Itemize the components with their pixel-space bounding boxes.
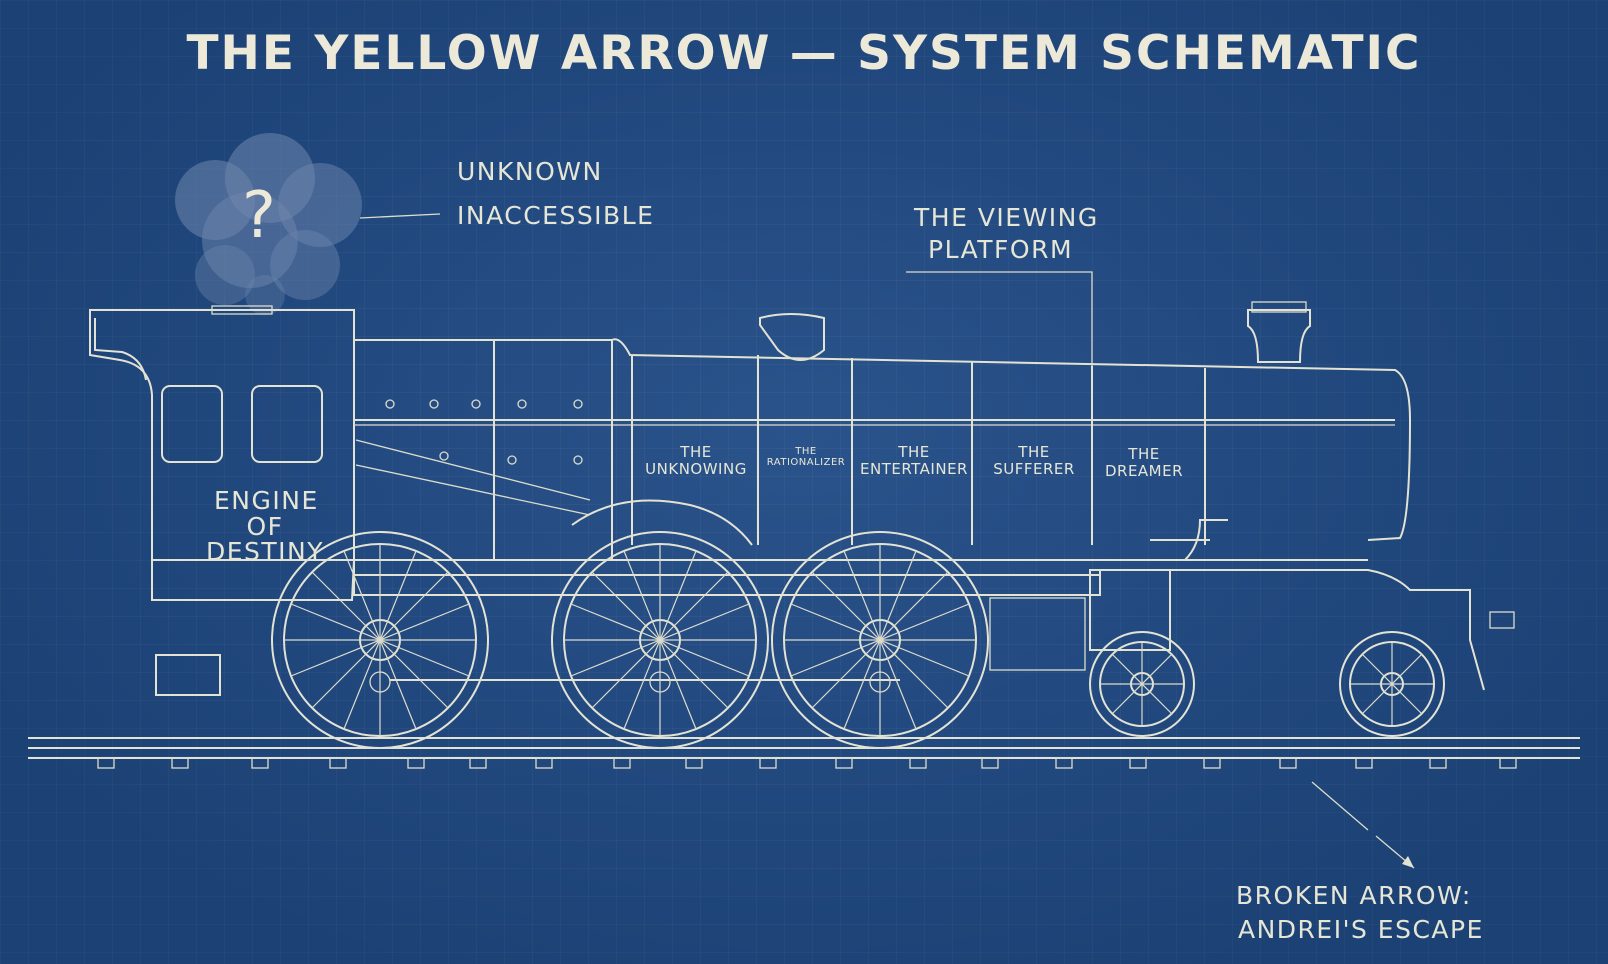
smoke-cloud	[175, 133, 362, 315]
driving-wheel-2	[551, 531, 769, 749]
car-label-unknowing: THE UNKNOWING	[636, 444, 756, 477]
platform-leader-line	[906, 271, 1093, 368]
car-label-line2: DREAMER	[1104, 461, 1184, 480]
boiler	[354, 301, 1412, 561]
smoke-leader-line	[359, 213, 441, 219]
wheel-splasher	[571, 499, 753, 546]
cylinder	[989, 597, 1086, 671]
car-label-rationalizer: THE RATIONALIZER	[760, 446, 852, 468]
car-label-line2: RATIONALIZER	[766, 457, 846, 468]
pony-wheel-1	[1089, 631, 1195, 737]
rails	[28, 737, 1580, 759]
car-label-line1: THE	[1018, 443, 1050, 461]
pony-wheel-2	[1339, 631, 1445, 737]
car-label-entertainer: THE ENTERTAINER	[856, 444, 972, 477]
frame	[353, 519, 1515, 691]
broken-arrow-line2: ANDREI'S ESCAPE	[1238, 915, 1484, 944]
smoke-label-line1: UNKNOWN	[457, 157, 603, 186]
engine-label-line2: OF	[246, 512, 284, 541]
engine-label-line1: ENGINE	[214, 486, 319, 515]
car-label-line2: UNKNOWING	[645, 459, 747, 478]
car-label-dreamer: THE DREAMER	[1094, 446, 1194, 479]
car-label-sufferer: THE SUFFERER	[976, 444, 1092, 477]
car-label-line1: THE	[1128, 445, 1160, 463]
smoke-question-mark: ?	[242, 179, 278, 253]
car-label-line1: THE	[898, 443, 930, 461]
rail-ties	[97, 757, 1517, 769]
car-label-line2: SUFFERER	[993, 459, 1075, 478]
driving-wheel-1	[271, 531, 489, 749]
broken-arrow-leader	[1311, 781, 1415, 869]
car-label-line2: ENTERTAINER	[860, 459, 968, 478]
engine-label-line3: DESTINY	[205, 537, 325, 566]
car-label-line1: THE	[795, 446, 817, 457]
car-label-line1: THE	[680, 443, 712, 461]
broken-arrow-line1: BROKEN ARROW:	[1236, 881, 1472, 910]
driving-wheel-3	[771, 531, 989, 749]
smoke-label-line2: INACCESSIBLE	[457, 201, 655, 230]
viewing-platform-line1: THE VIEWING	[914, 203, 1099, 232]
page-title: THE YELLOW ARROW — SYSTEM SCHEMATIC	[186, 26, 1422, 81]
viewing-platform-line2: PLATFORM	[928, 235, 1074, 264]
